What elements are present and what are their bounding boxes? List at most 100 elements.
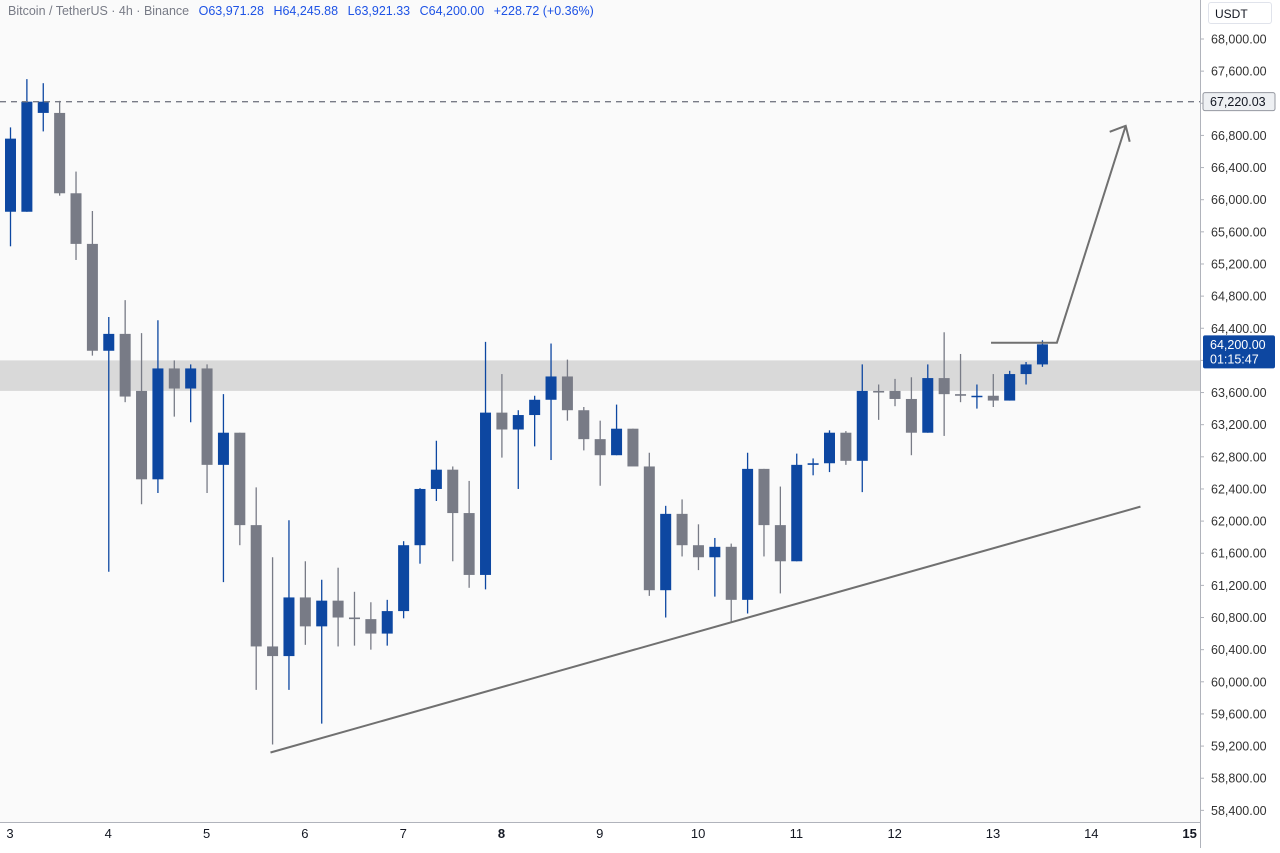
candle-body [185,368,197,389]
candle [922,364,934,433]
ohlc-open: O63,971.28 [198,4,264,18]
candle [725,543,737,622]
candle-body [119,333,131,397]
candle [791,453,803,562]
candle [185,364,197,423]
candle [103,317,115,572]
candle [840,431,852,465]
candle [365,602,377,650]
dashed-level-price-label: 67,220.03 [1210,95,1266,109]
candle-body [742,468,754,600]
ohlc-low: L63,921.33 [347,4,411,18]
price-tick-label: 65,600.00 [1211,225,1267,239]
candle [430,440,442,502]
candle-body [365,619,377,634]
candle-body [725,546,737,600]
candle-body [1020,364,1032,375]
candle [512,410,524,489]
candle-body [791,464,803,562]
candle-body [1004,374,1016,401]
time-tick-label: 10 [691,826,705,841]
candle-body [54,112,66,194]
candle-body [496,412,508,430]
price-tick-label: 62,000.00 [1211,515,1267,529]
candle [332,567,344,647]
candle-body [922,378,934,433]
candle [955,353,967,403]
currency-selector[interactable]: USDT [1208,2,1272,24]
candle-body [152,368,164,480]
candle-body [676,513,688,546]
candle-body [627,428,639,467]
last-price-box [1203,335,1275,369]
candle-body [316,600,328,627]
candle [807,458,819,476]
candle [545,343,557,461]
price-tick-label: 66,000.00 [1211,193,1267,207]
candle [938,332,950,436]
candle-body [971,395,983,398]
candle [692,524,704,571]
candle-body [86,243,98,351]
price-change: +228.72 (+0.36%) [493,4,594,18]
plot-background [0,0,1200,822]
symbol-legend: Bitcoin / TetherUS · 4h · Binance O63,97… [8,4,594,18]
time-tick-label: 9 [596,826,603,841]
projection-arrowhead [1109,124,1131,143]
candle-body [1036,344,1048,365]
price-tick-label: 62,800.00 [1211,450,1267,464]
price-tick-label: 62,400.00 [1211,482,1267,496]
candle [1004,370,1016,401]
candle-body [381,611,393,634]
candle [299,561,311,645]
candle-body [463,513,475,575]
candle-body [217,432,229,465]
candle [1020,362,1032,385]
candle [398,541,410,619]
candle [152,320,164,493]
candle [774,486,786,594]
candle-body [529,399,541,416]
time-axis-background [0,822,1200,848]
price-axis-background [1200,0,1280,848]
price-tick-label: 63,200.00 [1211,418,1267,432]
candle [267,557,279,745]
candle-body [938,378,950,395]
price-tick-label: 58,800.00 [1211,772,1267,786]
candle [856,364,868,493]
candle-body [873,390,885,393]
projection-path [991,125,1127,344]
time-tick-label: 5 [203,826,210,841]
candle [283,520,295,690]
bar-countdown-label: 01:15:47 [1210,352,1259,366]
price-tick-label: 64,400.00 [1211,322,1267,336]
candle [971,384,983,409]
price-tick-label: 67,600.00 [1211,65,1267,79]
candle [611,404,623,456]
ohlc-high: H64,245.88 [273,4,339,18]
candle [1036,340,1048,367]
candle-body [5,138,16,212]
candle-body [250,525,262,647]
candle-body [414,488,426,546]
ascending-trendline [270,505,1141,754]
candle [987,374,999,408]
candle [381,599,393,646]
price-tick-label: 59,600.00 [1211,707,1267,721]
time-tick-label: 7 [400,826,407,841]
candle [463,480,475,588]
candle [660,505,672,618]
time-tick-label: 15 [1182,826,1196,841]
candle [905,377,917,456]
candle-body [594,439,606,456]
candle-body [840,432,852,461]
price-tick-label: 66,400.00 [1211,161,1267,175]
candle-body [692,545,704,558]
price-tick-label: 60,400.00 [1211,643,1267,657]
candle-body [201,368,213,465]
candle-body [856,390,868,461]
symbol-title[interactable]: Bitcoin / TetherUS · 4h · Binance [8,4,190,18]
candle-body [807,463,819,465]
